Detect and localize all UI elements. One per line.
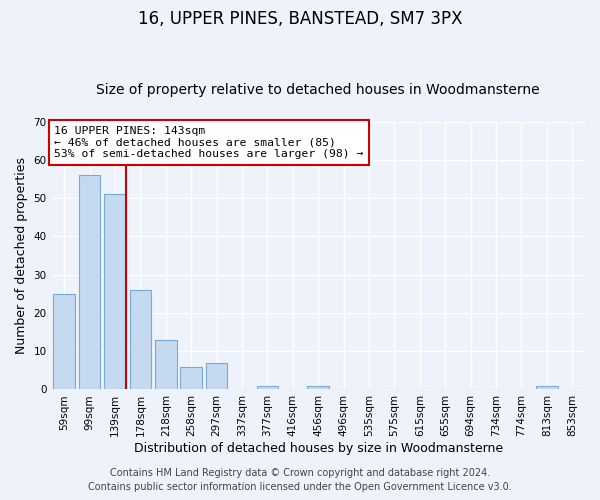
Bar [536,386,557,390]
Bar [206,362,227,390]
Title: Size of property relative to detached houses in Woodmansterne: Size of property relative to detached ho… [97,83,540,97]
Bar [155,340,176,390]
Text: 16 UPPER PINES: 143sqm
← 46% of detached houses are smaller (85)
53% of semi-det: 16 UPPER PINES: 143sqm ← 46% of detached… [54,126,364,159]
Bar [257,386,278,390]
Bar [130,290,151,390]
Bar [104,194,126,390]
Bar [307,386,329,390]
Text: 16, UPPER PINES, BANSTEAD, SM7 3PX: 16, UPPER PINES, BANSTEAD, SM7 3PX [138,10,462,28]
Bar [181,366,202,390]
Y-axis label: Number of detached properties: Number of detached properties [15,157,28,354]
X-axis label: Distribution of detached houses by size in Woodmansterne: Distribution of detached houses by size … [134,442,503,455]
Bar [79,176,100,390]
Text: Contains HM Land Registry data © Crown copyright and database right 2024.
Contai: Contains HM Land Registry data © Crown c… [88,468,512,492]
Bar [53,294,75,390]
